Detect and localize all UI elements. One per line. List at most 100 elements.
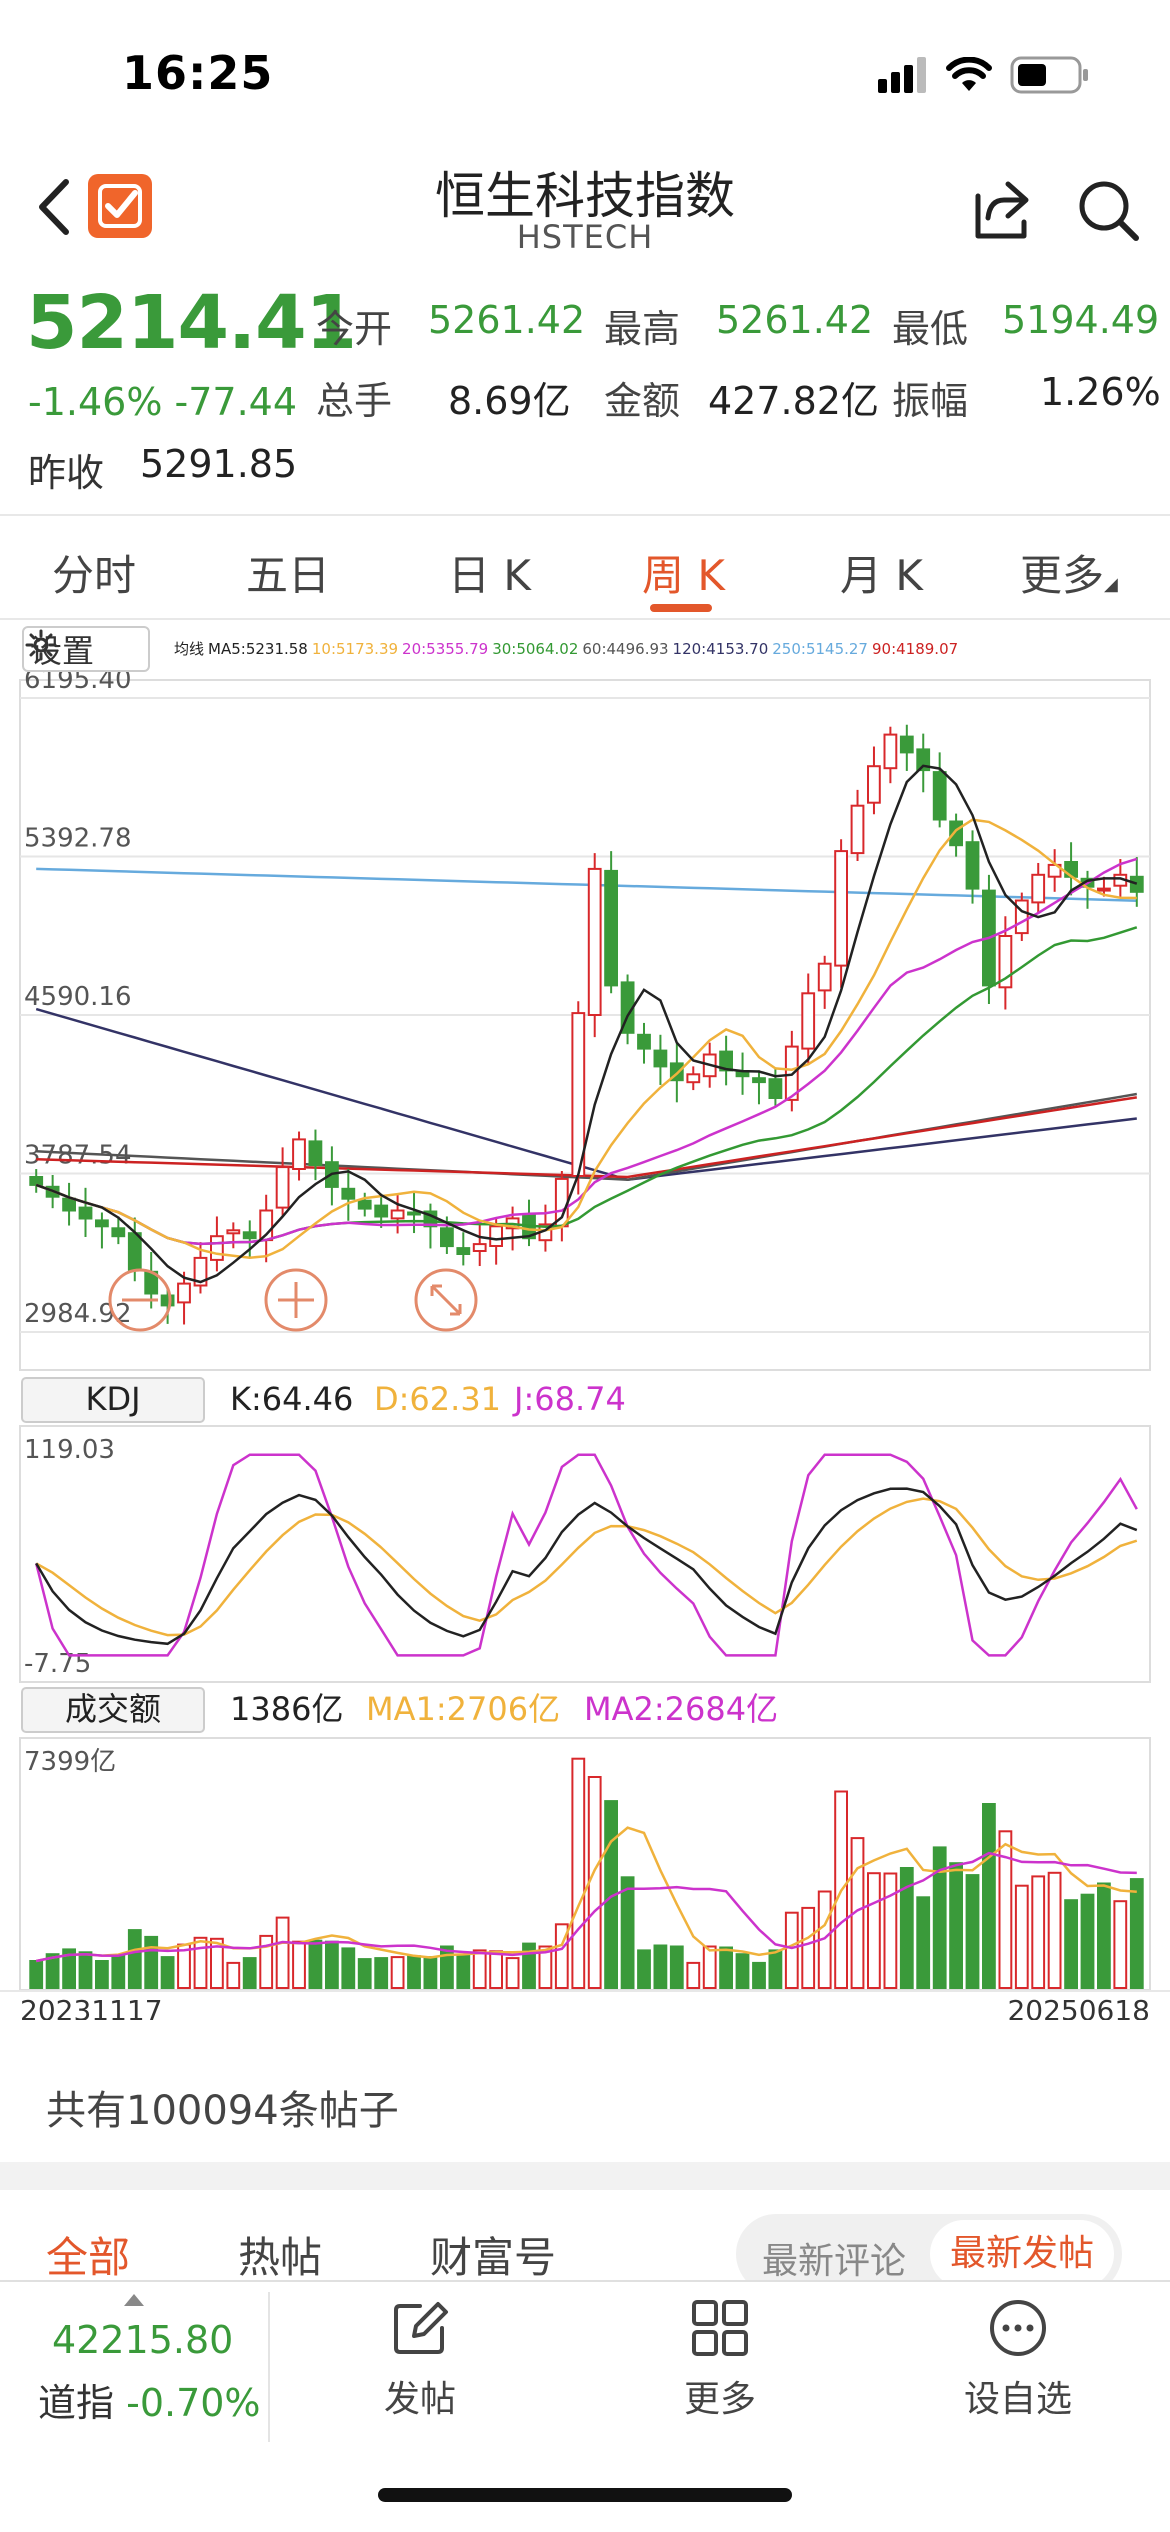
grid-icon [692,2300,748,2356]
candle [834,850,849,967]
volume-bar [341,1947,356,1990]
volume-bar [390,1956,405,1989]
more-dots-icon [990,2300,1046,2356]
feed-tab-fortune[interactable]: 财富号 [430,2233,557,2282]
post-label: 发帖 [383,2379,456,2420]
volume-bar [735,1953,750,1989]
tab-daily-k[interactable]: 日 K [448,551,531,600]
search-icon[interactable] [1074,176,1144,246]
active-tab-indicator [650,604,712,612]
volume-bar [669,1945,684,1989]
volume-bar [242,1957,257,1989]
kdj-j-value: J:68.74 [512,1380,626,1418]
volume-bar [883,1872,898,1989]
candle [374,1204,389,1218]
volume-ma1: MA1:2706亿 [366,1690,560,1728]
tab-weekly-k[interactable]: 周 K [642,551,725,600]
volume-bar [719,1946,734,1989]
candle [472,1243,487,1252]
stat-label: 金额 [604,379,681,423]
volume-bar [916,1896,931,1990]
zoom-in-icon[interactable] [264,1268,328,1332]
volume-ma2-line [35,1851,1137,1963]
home-indicator [378,2488,792,2502]
stat-low: 最低 [892,298,968,353]
candle [817,962,832,992]
more-button[interactable]: 更多 [630,2296,810,2422]
ma120-line [35,1007,1137,1181]
settings-button[interactable]: 设置 [22,626,150,672]
volume-bar [867,1872,881,1989]
volume-bar [620,1876,635,1990]
ma-legend: 均线 MA5:5231.58 10:5173.39 20:5355.79 30:5064… [174,638,962,659]
dow-index-change: -0.70% [126,2381,261,2425]
zoom-out-icon[interactable] [108,1268,172,1332]
candle [292,1138,306,1171]
volume-bar [702,1945,717,1989]
checkbox-logo-icon [88,174,152,238]
x-tick-label: 20231117 [20,1994,163,2020]
candle [653,1049,668,1068]
volume-bar [275,1916,290,1989]
tab-monthly-k[interactable]: 月 K [840,551,923,600]
volume-bar [456,1954,471,1989]
sort-latest-post[interactable]: 最新发帖 [930,2220,1115,2288]
ma-legend-item: 10:5173.39 [311,640,399,658]
ma-legend-item: MA5:5231.58 [208,640,308,658]
volume-bar [949,1862,964,1989]
dow-index-value[interactable]: 42215.80 [52,2318,234,2362]
volume-value: 1386亿 [230,1690,343,1728]
add-watchlist-button[interactable]: 设自选 [928,2296,1108,2422]
candle [669,1062,684,1082]
tab-five-day[interactable]: 五日 [246,551,331,600]
candle [127,1232,142,1271]
volume-bar [423,1956,438,1989]
volume-bar [325,1940,339,1989]
ma-legend-item: 90:4189.07 [871,640,959,658]
volume-bar [226,1961,241,1990]
sort-latest-comment[interactable]: 最新评论 [762,2241,907,2282]
volume-bar [111,1955,126,1989]
tab-intraday[interactable]: 分时 [52,551,137,600]
volume-bar [259,1934,274,1990]
stat-label: 最低 [892,307,969,351]
triangle-up-icon [124,2294,144,2306]
prev-close-value: 5291.85 [140,442,298,486]
share-icon[interactable] [966,176,1036,246]
volume-bar [932,1846,947,1990]
tab-more[interactable]: 更多◢ [1020,542,1118,603]
candle [916,748,931,772]
candle [341,1187,356,1200]
kdj-d-line [35,1497,1138,1637]
tab-more-label: 更多 [1020,551,1105,600]
candle [850,804,865,855]
stat-label: 今开 [316,307,393,351]
stat-high: 最高 [604,298,680,353]
chart-area[interactable]: 6195.40 5392.78 4590.16 3787.54 2984.92 KDJ K:… [0,620,1170,2020]
candle [78,1206,93,1220]
volume-bar [308,1939,323,1989]
feed-tab-all[interactable]: 全部 [46,2233,131,2282]
main-panel-frame [19,679,1151,1371]
divider [268,2292,270,2442]
feed-tab-hot[interactable]: 热帖 [238,2233,323,2282]
expand-icon[interactable] [414,1268,478,1332]
volume-bar [472,1949,487,1990]
post-button[interactable]: 发帖 [330,2296,510,2422]
more-label: 更多 [683,2379,756,2420]
volume-label: 成交额 [65,1690,161,1728]
candle [210,1235,224,1261]
candle [226,1229,241,1235]
back-icon[interactable] [30,172,80,242]
candle [719,1050,734,1072]
ma-legend-item: 均线 [174,640,205,658]
bottom-bar: 42215.80 道指 -0.70% 发帖 更多 设自选 [0,2280,1170,2532]
volume-bar [29,1960,44,1989]
volume-bar [801,1906,816,1990]
ma-legend-item: 30:5064.02 [492,640,579,658]
stat-low-value: 5194.49 [1002,298,1160,342]
candle [932,771,947,821]
dow-index[interactable]: 道指 -0.70% [38,2372,261,2427]
volume-bar [144,1935,159,1990]
candle [752,1077,766,1084]
